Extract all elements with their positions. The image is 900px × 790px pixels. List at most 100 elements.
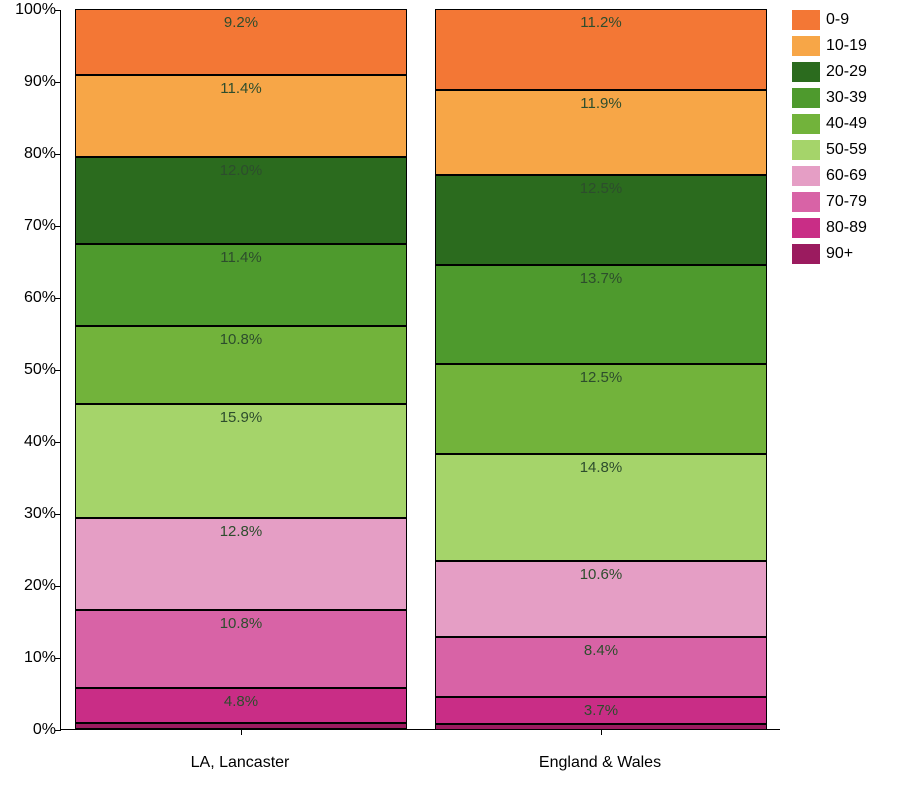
legend-label: 20-29 — [826, 63, 867, 81]
segment-label: 10.8% — [220, 615, 263, 632]
y-axis-label: 70% — [24, 217, 56, 235]
y-axis: 0%10%20%30%40%50%60%70%80%90%100% — [10, 10, 58, 730]
bar-segment: 11.2% — [435, 9, 766, 90]
y-axis-tick — [55, 226, 61, 227]
y-axis-tick — [55, 370, 61, 371]
segment-label: 3.7% — [584, 702, 618, 719]
legend-item: 80-89 — [792, 218, 892, 238]
legend-item: 0-9 — [792, 10, 892, 30]
y-axis-label: 20% — [24, 577, 56, 595]
segment-label: 9.2% — [224, 14, 258, 31]
segment-label: 15.9% — [220, 409, 263, 426]
bar-segment: 4.8% — [75, 688, 406, 723]
bar-segment: 12.0% — [75, 157, 406, 243]
segment-label: 10.8% — [220, 331, 263, 348]
segment-label: 11.4% — [220, 80, 261, 97]
segment-label: 13.7% — [580, 270, 623, 287]
y-axis-label: 80% — [24, 145, 56, 163]
bar-segment: 10.6% — [435, 561, 766, 637]
bar-segment: 3.7% — [435, 697, 766, 724]
segment-label: 11.2% — [580, 14, 621, 31]
plot-area: 9.2% 11.4% 12.0% 11.4% 10.8% 15.9% 12.8% 10.8% 4… — [60, 10, 780, 730]
legend-swatch — [792, 218, 820, 238]
bar-segment — [75, 723, 406, 729]
x-axis-tick — [601, 729, 602, 735]
legend-swatch — [792, 88, 820, 108]
legend-item: 90+ — [792, 244, 892, 264]
legend-swatch — [792, 114, 820, 134]
chart-container: 9.2% 11.4% 12.0% 11.4% 10.8% 15.9% 12.8% 10.8% 4… — [60, 10, 780, 750]
legend-swatch — [792, 62, 820, 82]
legend-item: 60-69 — [792, 166, 892, 186]
y-axis-tick — [55, 730, 61, 731]
x-axis-label: LA, Lancaster — [191, 754, 290, 772]
bar-segment: 11.4% — [75, 75, 406, 157]
bar-segment: 13.7% — [435, 265, 766, 364]
segment-label: 12.0% — [220, 162, 263, 179]
legend-label: 60-69 — [826, 167, 867, 185]
segment-label: 4.8% — [224, 693, 258, 710]
y-axis-tick — [55, 154, 61, 155]
y-axis-label: 0% — [33, 721, 56, 739]
y-axis-label: 10% — [24, 649, 56, 667]
bar-segment: 8.4% — [435, 637, 766, 697]
legend-swatch — [792, 140, 820, 160]
segment-label: 11.9% — [580, 95, 621, 112]
segment-label: 12.5% — [580, 369, 623, 386]
legend-label: 70-79 — [826, 193, 867, 211]
legend: 0-9 10-19 20-29 30-39 40-49 50-59 60-69 70-79 80… — [792, 10, 892, 270]
y-axis-tick — [55, 82, 61, 83]
y-axis-tick — [55, 586, 61, 587]
y-axis-label: 30% — [24, 505, 56, 523]
legend-swatch — [792, 36, 820, 56]
legend-label: 80-89 — [826, 219, 867, 237]
legend-item: 30-39 — [792, 88, 892, 108]
legend-item: 40-49 — [792, 114, 892, 134]
legend-label: 90+ — [826, 245, 853, 263]
bar-segment: 11.4% — [75, 244, 406, 326]
bar-segment: 9.2% — [75, 9, 406, 75]
segment-label: 14.8% — [580, 459, 623, 476]
y-axis-tick — [55, 658, 61, 659]
legend-swatch — [792, 166, 820, 186]
y-axis-label: 90% — [24, 73, 56, 91]
x-axis-label: England & Wales — [539, 754, 661, 772]
segment-label: 12.5% — [580, 180, 623, 197]
y-axis-tick — [55, 298, 61, 299]
y-axis-tick — [55, 442, 61, 443]
legend-item: 20-29 — [792, 62, 892, 82]
y-axis-label: 40% — [24, 433, 56, 451]
legend-item: 50-59 — [792, 140, 892, 160]
x-axis: LA, Lancaster England & Wales — [60, 754, 780, 778]
legend-item: 10-19 — [792, 36, 892, 56]
bar-segment: 12.8% — [75, 518, 406, 610]
bar-segment: 14.8% — [435, 454, 766, 561]
legend-label: 0-9 — [826, 11, 849, 29]
y-axis-tick — [55, 514, 61, 515]
stacked-bar: 9.2% 11.4% 12.0% 11.4% 10.8% 15.9% 12.8% 10.8% 4… — [75, 9, 406, 729]
segment-label: 10.6% — [580, 566, 623, 583]
legend-item: 70-79 — [792, 192, 892, 212]
y-axis-label: 50% — [24, 361, 56, 379]
bar-segment: 15.9% — [75, 404, 406, 518]
legend-label: 40-49 — [826, 115, 867, 133]
bar-segment: 12.5% — [435, 175, 766, 265]
bar-segment: 10.8% — [75, 610, 406, 688]
segment-label: 12.8% — [220, 523, 263, 540]
segment-label: 8.4% — [584, 642, 618, 659]
segment-label: 11.4% — [220, 249, 261, 266]
bar-segment: 11.9% — [435, 90, 766, 176]
y-axis-label: 60% — [24, 289, 56, 307]
legend-label: 30-39 — [826, 89, 867, 107]
y-axis-tick — [55, 10, 61, 11]
stacked-bar: 11.2% 11.9% 12.5% 13.7% 12.5% 14.8% 10.6% 8.4% 3… — [435, 9, 766, 729]
legend-swatch — [792, 244, 820, 264]
legend-label: 10-19 — [826, 37, 867, 55]
legend-swatch — [792, 10, 820, 30]
x-axis-tick — [241, 729, 242, 735]
bar-segment: 12.5% — [435, 364, 766, 454]
legend-label: 50-59 — [826, 141, 867, 159]
bar-segment: 10.8% — [75, 326, 406, 404]
y-axis-label: 100% — [15, 1, 56, 19]
legend-swatch — [792, 192, 820, 212]
